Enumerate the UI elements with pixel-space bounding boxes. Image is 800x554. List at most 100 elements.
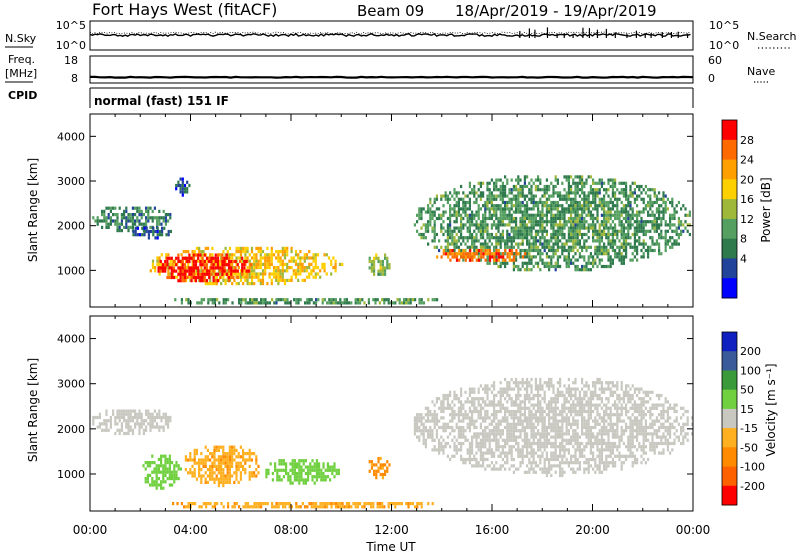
power-echo-cell [290, 250, 293, 254]
velocity-echo-cell [484, 435, 487, 439]
power-echo-cell [361, 298, 364, 302]
power-echo-cell [314, 272, 317, 276]
power-echo-cell [497, 229, 500, 233]
power-echo-cell [270, 259, 273, 263]
power-echo-cell [618, 197, 621, 201]
power-echo-cell [574, 210, 577, 214]
power-echo-cell [600, 178, 603, 182]
power-echo-cell [508, 258, 511, 262]
velocity-echo-cell [486, 425, 489, 430]
power-echo-cell [633, 242, 636, 246]
power-echo-cell [238, 301, 241, 305]
velocity-echo-cell [427, 435, 430, 439]
power-echo-cell [578, 175, 581, 179]
power-echo-cell [457, 239, 460, 243]
power-echo-cell [627, 197, 630, 201]
power-echo-cell [528, 232, 531, 237]
velocity-echo-cell [497, 438, 500, 442]
velocity-echo-cell [457, 406, 460, 410]
velocity-echo-cell [157, 470, 160, 474]
velocity-echo-cell [471, 403, 474, 407]
velocity-echo-cell [545, 403, 548, 407]
power-echo-cell [230, 275, 233, 280]
power-echo-cell [495, 223, 498, 227]
power-echo-cell [214, 272, 217, 276]
velocity-echo-cell [453, 390, 456, 394]
power-echo-cell [449, 226, 452, 230]
velocity-echo-cell [541, 425, 544, 430]
power-colorbar-tick: 4 [740, 252, 747, 265]
power-echo-cell [594, 200, 597, 205]
power-echo-cell [550, 258, 553, 262]
power-echo-cell [131, 206, 134, 210]
power-echo-cell [567, 188, 570, 192]
power-echo-cell [559, 255, 562, 259]
velocity-echo-cell [164, 422, 167, 426]
power-echo-cell [438, 248, 441, 253]
power-echo-cell [512, 210, 515, 214]
velocity-echo-cell [479, 384, 482, 388]
power-echo-cell [539, 210, 542, 214]
velocity-echo-cell [468, 409, 471, 414]
velocity-echo-cell [552, 464, 555, 468]
power-echo-cell [440, 229, 443, 233]
velocity-echo-cell [442, 409, 445, 414]
power-echo-cell [574, 258, 577, 262]
power-echo-cell [150, 229, 153, 234]
power-echo-cell [609, 184, 612, 189]
velocity-echo-cell [280, 462, 283, 466]
power-echo-cell [501, 188, 504, 192]
velocity-echo-cell [304, 478, 307, 482]
power-echo-cell [576, 232, 579, 237]
velocity-echo-cell [541, 470, 544, 474]
power-echo-cell [495, 181, 498, 185]
power-echo-cell [283, 269, 287, 273]
power-echo-cell [440, 245, 443, 249]
velocity-echo-cell [499, 387, 502, 391]
power-echo-cell [603, 226, 606, 230]
velocity-echo-cell [523, 445, 526, 449]
power-echo-cell [466, 236, 469, 240]
velocity-echo-cell [331, 471, 334, 476]
power-echo-cell [435, 245, 438, 249]
power-echo-cell [647, 210, 650, 214]
power-echo-cell [572, 191, 575, 195]
power-echo-cell [521, 210, 524, 214]
power-echo-cell [570, 220, 573, 224]
power-echo-cell [671, 242, 674, 246]
power-echo-cell [625, 184, 628, 189]
power-echo-cell [213, 301, 216, 305]
power-echo-cell [169, 272, 172, 276]
power-echo-cell [192, 256, 195, 260]
velocity-echo-cell [427, 413, 430, 417]
velocity-echo-cell [462, 461, 465, 465]
power-echo-cell [283, 250, 287, 254]
velocity-echo-cell [539, 403, 542, 407]
power-echo-cell [475, 249, 478, 253]
power-echo-cell [208, 259, 211, 264]
power-echo-cell [567, 229, 570, 233]
power-echo-cell [286, 301, 289, 305]
velocity-echo-cell [471, 419, 474, 423]
power-echo-cell [510, 178, 513, 182]
power-echo-cell [479, 226, 482, 230]
power-echo-cell [260, 301, 263, 305]
velocity-echo-cell [105, 422, 108, 426]
velocity-echo-cell [233, 448, 236, 452]
power-echo-cell [548, 255, 551, 259]
velocity-echo-cell [191, 464, 194, 468]
power-echo-cell [442, 204, 445, 208]
power-echo-cell [537, 175, 540, 179]
power-echo-cell [154, 229, 157, 234]
power-echo-cell [301, 278, 304, 282]
velocity-echo-cell [526, 438, 529, 442]
power-echo-cell [114, 213, 117, 217]
velocity-echo-cell [228, 455, 231, 459]
velocity-echo-cell [508, 384, 511, 388]
power-echo-cell [515, 223, 518, 227]
velocity-echo-cell [563, 432, 566, 436]
velocity-echo-cell [193, 471, 196, 475]
velocity-echo-cell [460, 435, 463, 439]
power-echo-cell [565, 200, 568, 205]
velocity-echo-cell [493, 425, 496, 430]
